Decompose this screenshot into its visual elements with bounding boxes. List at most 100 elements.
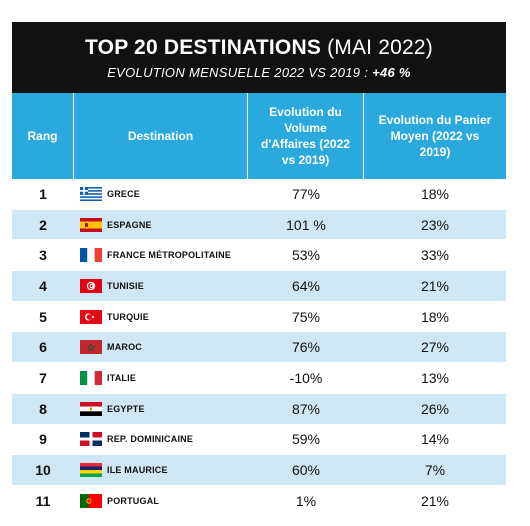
destination-cell: MAROC	[74, 340, 248, 355]
row-divider	[12, 300, 506, 302]
destination-label: ITALIE	[107, 372, 137, 383]
page-title: TOP 20 DESTINATIONS (MAI 2022)	[12, 35, 506, 61]
destination-label: ILE MAURICE	[107, 465, 168, 476]
column-header-panier: Evolution du Panier Moyen (2022 vs 2019)	[378, 113, 492, 159]
volume-cell: 1%	[295, 492, 317, 509]
table-row: 7 ITALIE -10% 13%	[12, 363, 506, 393]
row-divider	[12, 362, 506, 364]
dominican-republic-flag-icon	[80, 432, 102, 447]
title-light: (MAI 2022)	[327, 36, 433, 59]
table-row: 5 TURQUIE 75% 18%	[12, 302, 506, 332]
destination-label: FRANCE MÉTROPOLITAINE	[107, 250, 232, 261]
table-row: 9 REP. DOMINICAINE 59% 14%	[12, 425, 506, 455]
table-header: Rang Destination Evolution du Volume d'A…	[12, 93, 506, 179]
destination-label: ESPAGNE	[107, 219, 152, 230]
panier-cell: 21%	[420, 492, 450, 509]
table-row: 3 FRANCE MÉTROPOLITAINE 53% 33%	[12, 240, 506, 270]
row-divider	[12, 484, 506, 486]
panier-cell: 7%	[424, 462, 446, 479]
destination-cell: ITALIE	[74, 370, 248, 385]
table-row: 10 ILE MAURICE 60% 7%	[12, 455, 506, 485]
destination-cell: GRECE	[74, 186, 248, 201]
panier-cell: 33%	[420, 247, 450, 264]
panier-cell: 18%	[420, 185, 450, 202]
rank-cell: 2	[39, 216, 47, 233]
destination-label: EGYPTE	[107, 403, 145, 414]
panier-cell: 14%	[420, 431, 450, 448]
row-divider	[12, 392, 506, 394]
volume-cell: 64%	[291, 277, 321, 294]
table-row: 4 TUNISIE 64% 21%	[12, 271, 506, 301]
rank-cell: 6	[39, 339, 47, 356]
destination-cell: ESPAGNE	[74, 217, 248, 232]
tunisia-flag-icon	[80, 278, 102, 293]
rank-cell: 1	[39, 185, 47, 202]
volume-cell: 75%	[291, 308, 321, 325]
destination-label: REP. DOMINICAINE	[107, 434, 194, 445]
destination-cell: EGYPTE	[74, 401, 248, 416]
table-row: 6 MAROC 76% 27%	[12, 332, 506, 363]
row-divider	[12, 331, 506, 333]
subtitle-value: +46 %	[372, 65, 411, 80]
destination-label: TURQUIE	[107, 311, 149, 322]
rank-cell: 7	[39, 369, 47, 386]
row-divider	[12, 208, 506, 210]
ranking-table: TOP 20 DESTINATIONS (MAI 2022) EVOLUTION…	[12, 22, 506, 516]
destination-cell: TUNISIE	[74, 278, 248, 293]
volume-cell: 53%	[291, 247, 321, 264]
volume-cell: 77%	[291, 185, 321, 202]
rank-cell: 5	[39, 308, 47, 325]
table-row: 8 EGYPTE 87% 26%	[12, 393, 506, 424]
table-body: 1 GRECE 77% 18% 2 ESPAGNE 101 % 23% 3 FRANCE MÉTR…	[12, 179, 506, 516]
destination-label: GRECE	[107, 188, 141, 199]
volume-cell: 60%	[291, 462, 321, 479]
portugal-flag-icon	[80, 493, 102, 508]
title-bold: TOP 20 DESTINATIONS	[85, 36, 322, 59]
destination-cell: TURQUIE	[74, 309, 248, 324]
morocco-flag-icon	[80, 340, 102, 355]
rank-cell: 9	[39, 431, 47, 448]
rank-cell: 11	[35, 492, 51, 509]
rank-cell: 4	[39, 277, 47, 294]
column-header-destination: Destination	[74, 93, 248, 179]
panier-cell: 13%	[420, 369, 450, 386]
panier-cell: 18%	[420, 308, 450, 325]
destination-label: MAROC	[107, 342, 142, 353]
column-header-rank: Rang	[12, 93, 74, 179]
panier-cell: 26%	[420, 400, 450, 417]
row-divider	[12, 270, 506, 272]
italy-flag-icon	[80, 370, 102, 385]
volume-cell: 76%	[291, 339, 321, 356]
turkey-flag-icon	[80, 309, 102, 324]
rank-cell: 8	[39, 400, 47, 417]
table-row: 1 GRECE 77% 18%	[12, 179, 506, 209]
panier-cell: 23%	[420, 216, 450, 233]
egypt-flag-icon	[80, 401, 102, 416]
volume-cell: 87%	[291, 400, 321, 417]
spain-flag-icon	[80, 217, 102, 232]
volume-cell: 59%	[291, 431, 321, 448]
panier-cell: 21%	[420, 277, 450, 294]
destination-label: PORTUGAL	[107, 495, 160, 506]
destination-cell: REP. DOMINICAINE	[74, 432, 248, 447]
greece-flag-icon	[80, 186, 102, 201]
rank-cell: 3	[39, 247, 47, 264]
destination-cell: PORTUGAL	[74, 493, 248, 508]
row-divider	[12, 423, 506, 425]
row-divider	[12, 239, 506, 241]
title-banner: TOP 20 DESTINATIONS (MAI 2022) EVOLUTION…	[12, 22, 506, 93]
table-row: 11 PORTUGAL 1% 21%	[12, 486, 506, 516]
subtitle-prefix: EVOLUTION MENSUELLE 2022 VS 2019 :	[107, 65, 369, 80]
destination-cell: FRANCE MÉTROPOLITAINE	[74, 248, 248, 263]
mauritius-flag-icon	[80, 463, 102, 478]
volume-cell: 101 %	[286, 216, 326, 233]
france-flag-icon	[80, 248, 102, 263]
row-divider	[12, 454, 506, 456]
panier-cell: 27%	[420, 339, 450, 356]
column-header-volume: Evolution du Volume d'Affaires (2022 vs …	[248, 93, 364, 179]
destination-label: TUNISIE	[107, 280, 144, 291]
page-subtitle: EVOLUTION MENSUELLE 2022 VS 2019 : +46 %	[12, 63, 506, 83]
volume-cell: -10%	[289, 369, 323, 386]
destination-cell: ILE MAURICE	[74, 463, 248, 478]
rank-cell: 10	[35, 462, 51, 479]
